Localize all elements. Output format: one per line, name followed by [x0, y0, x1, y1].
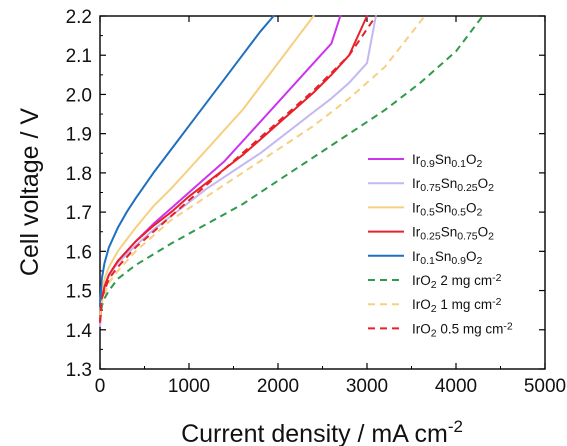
legend-label: Ir0.75Sn0.25O2: [412, 176, 494, 194]
x-tick-label: 5000: [524, 376, 566, 397]
series-line: [99, 15, 275, 308]
legend-label: Ir0.9Sn0.1O2: [412, 152, 483, 170]
y-tick-label: 1.6: [66, 242, 92, 263]
legend-label: IrO2 0.5 mg cm-2: [412, 320, 513, 340]
x-tick-label: 3000: [346, 376, 388, 397]
x-tick-label: 1000: [168, 376, 210, 397]
series-line: [99, 15, 368, 323]
series-line: [99, 15, 377, 322]
legend-label: Ir0.25Sn0.75O2: [412, 225, 494, 243]
series-line: [99, 15, 315, 319]
y-tick-label: 1.3: [66, 360, 92, 381]
x-tick-label: 4000: [435, 376, 477, 397]
legend-label: IrO2 2 mg cm-2: [412, 272, 502, 292]
y-tick-label: 1.4: [66, 321, 93, 342]
legend-label: Ir0.1Sn0.9O2: [412, 249, 483, 267]
x-tick-label: 0: [95, 376, 106, 397]
y-tick-label: 1.7: [66, 203, 92, 224]
y-tick-label: 2.2: [66, 7, 92, 28]
y-axis-title: Cell voltage / V: [16, 108, 44, 276]
series-line: [99, 15, 426, 319]
y-tick-label: 2.1: [66, 46, 92, 67]
y-tick-label: 1.8: [66, 164, 92, 185]
series-line: [99, 15, 342, 327]
y-tick-label: 2.0: [66, 85, 92, 106]
y-tick-label: 1.5: [66, 282, 92, 303]
x-axis-title: Current density / mA cm-2: [181, 417, 463, 446]
y-tick-label: 1.9: [66, 125, 92, 146]
x-tick-label: 2000: [257, 376, 299, 397]
series-line: [99, 15, 484, 323]
legend-label: IrO2 1 mg cm-2: [412, 296, 502, 316]
legend-label: Ir0.5Sn0.5O2: [412, 200, 483, 218]
